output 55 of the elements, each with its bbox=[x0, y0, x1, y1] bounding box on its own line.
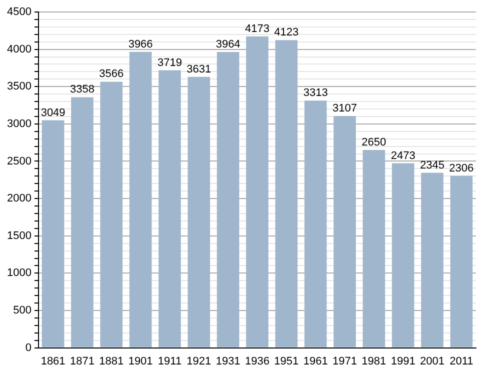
bar bbox=[246, 36, 268, 348]
y-tick-label: 2500 bbox=[6, 155, 32, 168]
x-tick-label: 1901 bbox=[128, 355, 153, 368]
x-tick-label: 2001 bbox=[420, 355, 444, 368]
bar bbox=[100, 82, 123, 348]
bar bbox=[450, 176, 473, 348]
bar bbox=[216, 52, 240, 348]
x-tick-label: 1931 bbox=[216, 355, 240, 368]
x-tick-label: 1921 bbox=[186, 355, 212, 368]
x-tick-label: 1871 bbox=[70, 355, 94, 368]
bar bbox=[334, 116, 356, 348]
bar bbox=[188, 76, 210, 348]
data-label: 3107 bbox=[332, 102, 357, 114]
bar bbox=[362, 150, 386, 348]
x-tick-label: 1971 bbox=[332, 355, 357, 368]
x-tick-label: 1961 bbox=[303, 355, 328, 368]
x-tick-label: 1911 bbox=[158, 355, 182, 368]
data-label: 4173 bbox=[244, 22, 270, 35]
x-tick-label: 1881 bbox=[99, 355, 124, 368]
y-tick-label: 0 bbox=[25, 342, 32, 354]
bar bbox=[421, 172, 444, 348]
y-tick-label: 1500 bbox=[6, 230, 32, 242]
data-label: 3566 bbox=[99, 68, 124, 80]
bar bbox=[71, 97, 94, 348]
data-label: 3964 bbox=[216, 38, 240, 51]
data-label: 3719 bbox=[157, 56, 182, 69]
x-tick-label: 1981 bbox=[362, 355, 386, 368]
bar bbox=[275, 40, 298, 348]
x-tick-label: 1991 bbox=[390, 355, 416, 368]
bar bbox=[129, 52, 152, 348]
x-tick-label: 1936 bbox=[244, 355, 270, 368]
y-tick-label: 3000 bbox=[6, 118, 32, 130]
x-tick-label: 1861 bbox=[40, 355, 66, 368]
x-tick-label: 2011 bbox=[450, 355, 474, 368]
y-tick-label: 2000 bbox=[6, 192, 32, 205]
x-tick-label: 1951 bbox=[274, 355, 299, 368]
data-label: 2473 bbox=[390, 150, 416, 162]
data-label: 2306 bbox=[449, 162, 474, 174]
data-label: 3313 bbox=[303, 87, 328, 100]
y-tick-label: 4000 bbox=[6, 43, 32, 56]
data-label: 4123 bbox=[274, 26, 299, 39]
bar bbox=[42, 120, 64, 348]
data-label: 2650 bbox=[362, 136, 386, 149]
y-tick-label: 3500 bbox=[6, 80, 32, 93]
data-label: 3358 bbox=[70, 84, 94, 96]
data-label: 3631 bbox=[186, 63, 212, 76]
data-label: 2345 bbox=[420, 159, 444, 172]
data-label: 3049 bbox=[40, 106, 66, 119]
data-label: 3966 bbox=[128, 38, 153, 50]
bar bbox=[304, 100, 327, 348]
bar bbox=[158, 70, 181, 348]
bar bbox=[392, 163, 414, 348]
y-tick-label: 500 bbox=[13, 304, 32, 317]
y-tick-label: 1000 bbox=[6, 267, 32, 280]
y-tick-label: 4500 bbox=[6, 6, 32, 18]
